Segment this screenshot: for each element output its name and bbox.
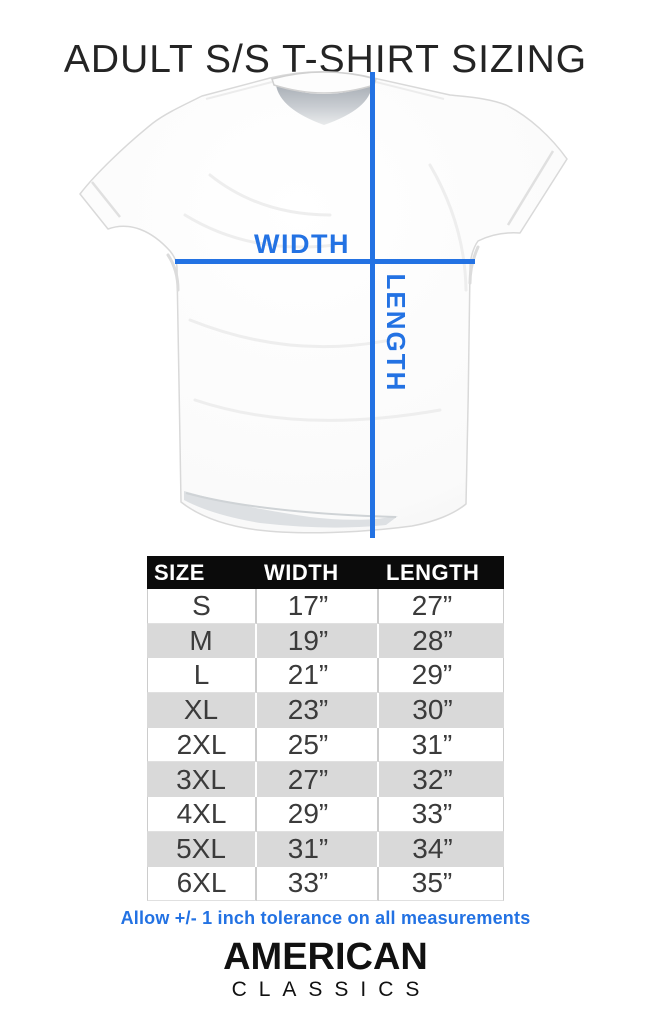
table-row: 6XL 33” 35” [147,866,504,902]
width-cell: 29” [257,797,379,832]
length-cell: 28” [379,623,504,659]
width-measure-line [175,259,475,264]
table-row: 2XL 25” 31” [147,727,504,763]
hem-fold-line [185,492,397,518]
table-row: M 19” 28” [147,623,504,659]
armpit-shadows [166,245,480,292]
brand-name: AMERICAN [223,936,428,978]
width-cell: 27” [257,762,379,798]
width-cell: 23” [257,693,379,728]
hem-fold [184,491,398,528]
size-cell: 2XL [147,727,257,763]
length-cell: 32” [379,762,504,798]
width-cell: 21” [257,658,379,694]
tolerance-note: Allow +/- 1 inch tolerance on all measur… [120,908,531,928]
table-row: XL 23” 30” [147,693,504,728]
cuff-seam-left [91,181,121,218]
neck-opening [276,85,372,125]
size-cell: 4XL [147,797,257,832]
table-header-row: SIZE WIDTH LENGTH [147,556,504,589]
wrinkle-lines [183,163,468,422]
tshirt-measurement-diagram: WIDTH LENGTH [0,55,651,555]
table-row: 5XL 31” 34” [147,831,504,867]
table-row: 4XL 29” 33” [147,797,504,832]
length-cell: 30” [379,693,504,728]
length-label: LENGTH [381,273,411,393]
brand-logo: AMERICAN CLASSICS [0,938,651,1002]
brand-subname: CLASSICS [231,978,432,1001]
length-cell: 27” [379,589,504,624]
size-chart-table: SIZE WIDTH LENGTH S 17” 27” M 19” 28” L … [147,556,504,902]
table-row: 3XL 27” 32” [147,762,504,798]
cuff-seam-right [506,150,555,226]
size-cell: 6XL [147,866,257,902]
length-cell: 34” [379,831,504,867]
width-cell: 31” [257,831,379,867]
size-cell: M [147,623,257,659]
table-row: S 17” 27” [147,589,504,624]
length-measure-line [370,72,375,538]
length-cell: 29” [379,658,504,694]
column-header-width: WIDTH [264,559,339,585]
size-cell: S [147,589,257,624]
length-cell: 31” [379,727,504,763]
table-row: L 21” 29” [147,658,504,694]
width-cell: 19” [257,623,379,659]
table-body: S 17” 27” M 19” 28” L 21” 29” XL 23” 30”… [147,589,504,902]
width-label: WIDTH [254,229,350,259]
tshirt-body [79,71,568,534]
size-cell: L [147,658,257,694]
column-header-size: SIZE [154,559,205,585]
size-cell: 5XL [147,831,257,867]
size-cell: XL [147,693,257,728]
shoulder-seam-right [375,81,445,100]
width-cell: 25” [257,727,379,763]
column-header-length: LENGTH [386,559,480,585]
tshirt-image [79,71,568,534]
width-cell: 17” [257,589,379,624]
width-cell: 33” [257,866,379,902]
size-cell: 3XL [147,762,257,798]
length-cell: 35” [379,866,504,902]
shoulder-seam-left [205,81,273,100]
length-cell: 33” [379,797,504,832]
